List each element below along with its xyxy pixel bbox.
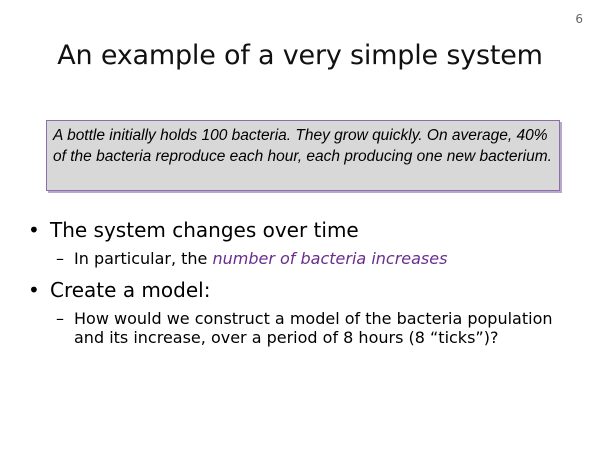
callout-box: A bottle initially holds 100 bacteria. T… [46,120,560,191]
bullet-item: • The system changes over time [28,218,359,242]
slide-number: 6 [575,12,583,26]
bullet-dot-icon: • [28,218,40,242]
bullet-item: • Create a model: [28,278,210,302]
callout-text: A bottle initially holds 100 bacteria. T… [53,127,552,165]
bullet-text: The system changes over time [50,218,359,242]
sub-bullet-item: – How would we construct a model of the … [56,309,556,347]
dash-icon: – [56,249,64,268]
bullet-dot-icon: • [28,278,40,302]
sub-bullet-prefix: In particular, the [74,249,213,268]
emphasis-text: number of bacteria increases [212,249,448,268]
dash-icon: – [56,309,64,328]
sub-bullet-text: How would we construct a model of the ba… [74,309,553,347]
bullet-text: Create a model: [50,278,211,302]
sub-bullet-item: – In particular, the number of bacteria … [56,249,447,268]
slide-title: An example of a very simple system [57,40,543,71]
sub-bullet-text: In particular, the number of bacteria in… [74,249,447,268]
